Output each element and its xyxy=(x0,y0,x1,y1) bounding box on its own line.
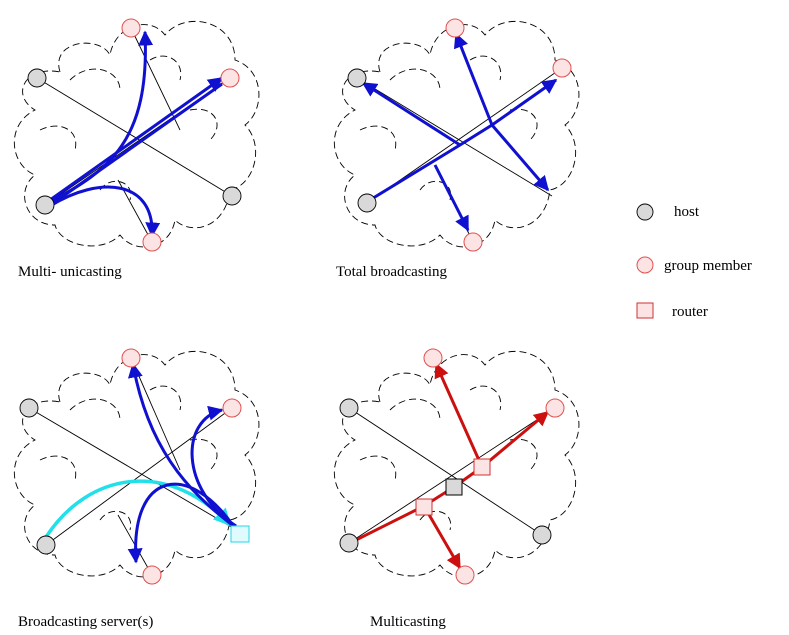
group-member-node xyxy=(222,398,242,418)
panel-broadcasting-server: Broadcasting server(s) xyxy=(13,348,260,630)
group-member-node xyxy=(121,348,141,368)
group-member-node xyxy=(220,68,240,88)
legend-label: router xyxy=(672,304,708,320)
panel-multicasting: Multicasting xyxy=(333,348,580,630)
panel-caption: Multicasting xyxy=(370,614,446,630)
host-node xyxy=(339,533,359,553)
legend-item-group-member: group member xyxy=(636,256,752,274)
group-member-node xyxy=(121,18,141,38)
router-node xyxy=(415,498,433,516)
unicast-arrow xyxy=(51,82,223,206)
network-cloud xyxy=(333,351,580,578)
host-node xyxy=(27,68,47,88)
host-node xyxy=(19,398,39,418)
broadcast-arrow xyxy=(453,32,494,126)
panel-multi-unicasting: Multi- unicasting xyxy=(13,18,260,280)
nodes xyxy=(339,348,565,585)
host-node xyxy=(357,193,377,213)
group-member-node xyxy=(423,348,443,368)
arrows-broadcast xyxy=(361,32,558,232)
legend-item-router: router xyxy=(636,302,708,320)
arrows-multicast xyxy=(351,362,550,570)
links xyxy=(348,357,556,576)
unicast-arrow xyxy=(49,76,224,202)
legend-item-host: host xyxy=(636,203,700,221)
legend-router-symbol xyxy=(636,302,654,319)
panel-caption: Total broadcasting xyxy=(336,264,447,280)
multicast-arrow xyxy=(422,505,462,570)
group-member-node xyxy=(463,232,483,252)
host-node xyxy=(339,398,359,418)
host-node xyxy=(36,535,56,555)
network-cloud xyxy=(13,21,260,248)
broadcast-arrow xyxy=(369,78,558,202)
network-cloud xyxy=(333,21,580,248)
panel-caption: Multi- unicasting xyxy=(18,264,122,280)
host-node xyxy=(347,68,367,88)
arrows-unicast xyxy=(49,30,224,238)
group-member-node xyxy=(142,565,162,585)
broadcast-arrow xyxy=(490,124,550,192)
host-node xyxy=(222,186,242,206)
links xyxy=(356,27,563,243)
unicast-arrow xyxy=(49,30,154,204)
legend-label: host xyxy=(674,204,700,220)
server-broadcast-arrow xyxy=(127,362,237,530)
arrows-server xyxy=(44,362,238,564)
legend: host group member router xyxy=(636,203,752,320)
server-broadcast-arrow xyxy=(127,482,238,564)
group-member-node xyxy=(455,565,475,585)
legend-label: group member xyxy=(664,258,752,274)
legend-host-symbol xyxy=(636,203,654,221)
nodes xyxy=(347,18,572,252)
multicast-arrow xyxy=(434,362,484,468)
router-node-center xyxy=(445,478,463,496)
broadcasting-server-node xyxy=(230,525,250,543)
nodes xyxy=(27,18,242,252)
group-member-node xyxy=(445,18,465,38)
host-node xyxy=(35,195,55,215)
broadcast-arrow xyxy=(361,81,461,147)
network-cloud xyxy=(13,351,260,578)
unicast-arrow xyxy=(49,185,161,238)
broadcast-arrow xyxy=(433,164,470,232)
server-broadcast-arrow xyxy=(190,405,237,528)
panel-caption: Broadcasting server(s) xyxy=(18,614,153,630)
host-node xyxy=(532,525,552,545)
nodes xyxy=(19,348,250,585)
links xyxy=(36,27,233,243)
group-member-node xyxy=(552,58,572,78)
group-member-node xyxy=(142,232,162,252)
panel-total-broadcasting: Total broadcasting xyxy=(333,18,580,280)
legend-group-member-symbol xyxy=(636,256,654,274)
router-node xyxy=(473,458,491,476)
group-member-node xyxy=(545,398,565,418)
